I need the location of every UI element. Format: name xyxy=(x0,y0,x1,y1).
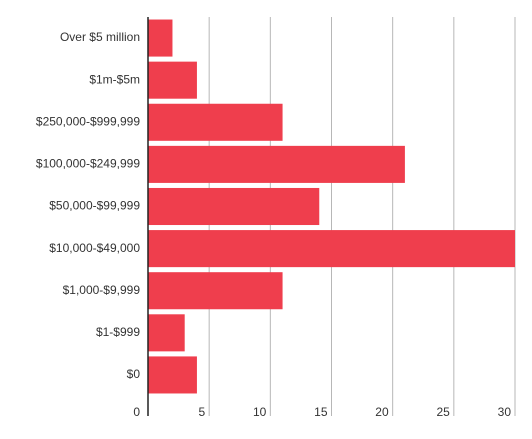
y-tick-label: $1m-$5m xyxy=(89,72,140,86)
y-tick-label: $10,000-$49,000 xyxy=(49,241,140,255)
bar xyxy=(148,272,283,310)
y-tick-label: $1-$999 xyxy=(96,325,140,339)
y-tick-label: Over $5 million xyxy=(60,30,140,44)
x-tick-label: 0 xyxy=(133,405,140,419)
x-tick-label: 15 xyxy=(314,405,328,419)
y-tick-label: $100,000-$249,999 xyxy=(36,157,140,171)
y-tick-label: $1,000-$9,999 xyxy=(63,283,141,297)
bar xyxy=(148,230,515,268)
x-tick-label: 30 xyxy=(498,405,512,419)
x-tick-label: 10 xyxy=(253,405,267,419)
bar xyxy=(148,19,173,57)
x-tick-label: 5 xyxy=(198,405,205,419)
y-tick-label: $250,000-$999,999 xyxy=(36,114,140,128)
bar xyxy=(148,356,197,394)
bar xyxy=(148,103,283,141)
y-tick-label: $50,000-$99,999 xyxy=(49,199,140,213)
bar xyxy=(148,61,197,99)
x-tick-label: 20 xyxy=(375,405,389,419)
bar xyxy=(148,145,405,183)
x-tick-label: 25 xyxy=(436,405,450,419)
y-tick-label: $0 xyxy=(127,367,141,381)
bar xyxy=(148,314,185,352)
bar xyxy=(148,187,320,226)
